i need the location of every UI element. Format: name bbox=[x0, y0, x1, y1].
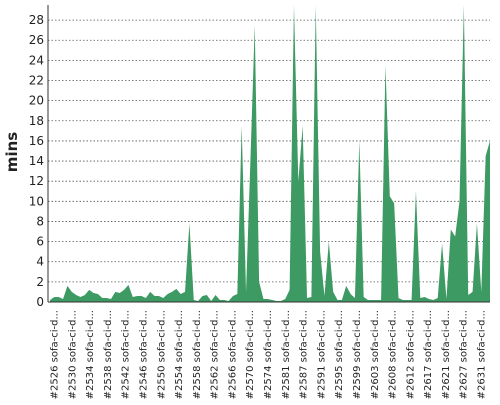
y-tick-label: 20 bbox=[29, 94, 44, 108]
x-tick-labels: #2526 sofa-ci-d... #2530 sofa-ci-d... #253… bbox=[50, 310, 488, 399]
x-tick-label: #2558 sofa-ci-d... bbox=[192, 310, 203, 399]
axes bbox=[48, 5, 490, 302]
y-tick-label: 22 bbox=[29, 74, 44, 88]
gridlines bbox=[48, 20, 490, 302]
x-tick-label: #2621 sofa-ci-d... bbox=[441, 310, 452, 399]
x-tick-label: #2603 sofa-ci-d... bbox=[370, 310, 381, 399]
x-tick-label: #2595 sofa-ci-d... bbox=[334, 310, 345, 399]
x-tick-label: #2617 sofa-ci-d... bbox=[423, 310, 434, 399]
x-tick-label: #2612 sofa-ci-d... bbox=[405, 310, 416, 399]
y-tick-label: 10 bbox=[29, 194, 44, 208]
y-tick-label: 24 bbox=[29, 53, 44, 67]
y-tick-label: 4 bbox=[36, 255, 44, 269]
x-tick-label: #2608 sofa-ci-d... bbox=[388, 310, 399, 399]
y-tick-label: 6 bbox=[36, 235, 44, 249]
x-tick-label: #2534 sofa-ci-d... bbox=[85, 310, 96, 399]
y-tick-label: 14 bbox=[29, 154, 44, 168]
x-tick-label: #2587 sofa-ci-d... bbox=[299, 310, 310, 399]
x-tick-label: #2530 sofa-ci-d... bbox=[67, 310, 78, 399]
y-tick-label: 16 bbox=[29, 134, 44, 148]
y-tick-label: 0 bbox=[36, 295, 44, 309]
x-tick-label: #2627 sofa-ci-d... bbox=[459, 310, 470, 399]
x-tick-label: #2554 sofa-ci-d... bbox=[174, 310, 185, 399]
series-area bbox=[50, 5, 490, 302]
x-tick-label: #2599 sofa-ci-d... bbox=[352, 310, 363, 399]
x-tick-label: #2631 sofa-ci-d... bbox=[477, 310, 488, 399]
x-tick-label: #2574 sofa-ci-d... bbox=[263, 310, 274, 399]
x-tick-label: #2538 sofa-ci-d... bbox=[103, 310, 114, 399]
x-tick-label: #2581 sofa-ci-d... bbox=[281, 310, 292, 399]
x-tick-label: #2526 sofa-ci-d... bbox=[50, 310, 61, 399]
y-tick-label: 28 bbox=[29, 13, 44, 27]
y-tick-label: 12 bbox=[29, 174, 44, 188]
x-tick-label: #2591 sofa-ci-d... bbox=[316, 310, 327, 399]
x-tick-label: #2546 sofa-ci-d... bbox=[138, 310, 149, 399]
area-series-duration bbox=[50, 5, 490, 302]
x-tick-label: #2542 sofa-ci-d... bbox=[121, 310, 132, 399]
y-tick-label: 18 bbox=[29, 114, 44, 128]
x-tick-label: #2562 sofa-ci-d... bbox=[210, 310, 221, 399]
x-tick-label: #2550 sofa-ci-d... bbox=[156, 310, 167, 399]
y-axis-label: mins bbox=[3, 132, 21, 172]
x-tick-label: #2566 sofa-ci-d... bbox=[227, 310, 238, 399]
y-tick-label: 26 bbox=[29, 33, 44, 47]
x-tick-label: #2570 sofa-ci-d... bbox=[245, 310, 256, 399]
y-tick-label: 8 bbox=[36, 214, 44, 228]
y-tick-label: 2 bbox=[36, 275, 44, 289]
